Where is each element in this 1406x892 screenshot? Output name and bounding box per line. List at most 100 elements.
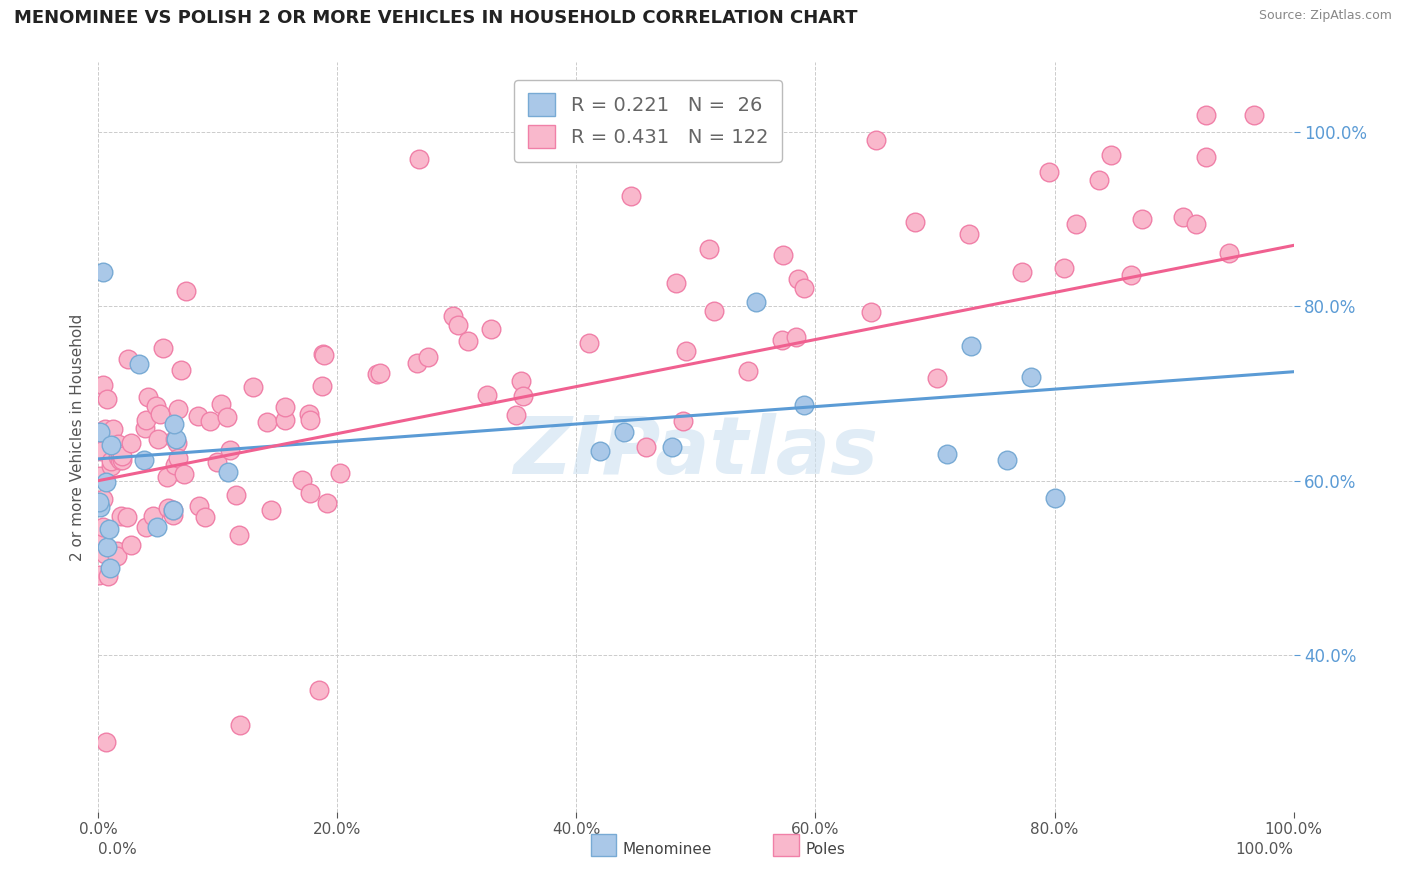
Point xyxy=(96,392,118,406)
Point xyxy=(217,466,239,480)
Y-axis label: 2 or more Vehicles in Household: 2 or more Vehicles in Household xyxy=(69,313,84,561)
Point xyxy=(329,466,352,480)
Point xyxy=(308,682,330,697)
Point xyxy=(675,343,697,358)
Point xyxy=(298,408,321,422)
Point xyxy=(703,303,725,318)
Point xyxy=(91,378,114,392)
Point xyxy=(1218,245,1240,260)
Point xyxy=(97,569,120,583)
Point xyxy=(98,561,121,575)
Point xyxy=(100,458,122,473)
Point xyxy=(96,735,118,749)
Point xyxy=(209,397,232,411)
Point xyxy=(620,189,643,203)
Point xyxy=(447,318,470,333)
Point xyxy=(107,450,129,465)
Point xyxy=(793,280,815,294)
Point xyxy=(166,435,188,450)
Point xyxy=(242,380,264,394)
Point xyxy=(291,473,314,487)
Legend: R = 0.221   N =  26, R = 0.431   N = 122: R = 0.221 N = 26, R = 0.431 N = 122 xyxy=(515,79,782,161)
Point xyxy=(509,374,531,388)
Point xyxy=(311,379,333,393)
Point xyxy=(787,271,810,285)
Point xyxy=(128,358,150,372)
Point xyxy=(1171,210,1194,224)
Point xyxy=(505,408,527,422)
Point xyxy=(512,388,534,402)
Point xyxy=(903,215,925,229)
Point xyxy=(87,494,110,508)
Text: Poles: Poles xyxy=(806,842,845,856)
Text: Menominee: Menominee xyxy=(623,842,713,856)
Point xyxy=(162,503,184,517)
Point xyxy=(97,523,120,537)
Point xyxy=(152,341,174,355)
Point xyxy=(737,364,759,378)
Point xyxy=(457,334,479,349)
Point xyxy=(960,339,983,353)
Point xyxy=(173,467,195,481)
Point xyxy=(1019,370,1042,384)
Text: Source: ZipAtlas.com: Source: ZipAtlas.com xyxy=(1258,9,1392,22)
Point xyxy=(1243,108,1265,122)
Point xyxy=(165,432,187,446)
Point xyxy=(89,500,111,515)
Point xyxy=(925,371,948,385)
Point xyxy=(1038,165,1060,179)
Point xyxy=(96,541,118,555)
Point xyxy=(162,508,184,522)
Point xyxy=(634,440,657,454)
Point xyxy=(298,486,321,500)
Point xyxy=(1064,217,1087,231)
Point xyxy=(613,425,636,439)
Point xyxy=(135,413,157,427)
Point xyxy=(145,520,167,534)
Point xyxy=(274,413,297,427)
Point xyxy=(1053,261,1076,276)
Point xyxy=(1184,218,1206,232)
Point xyxy=(1099,147,1122,161)
Point xyxy=(671,414,693,428)
Point xyxy=(91,264,114,278)
Point xyxy=(589,444,612,458)
Point xyxy=(110,453,132,467)
Point xyxy=(135,520,157,534)
Point xyxy=(745,295,768,310)
Point xyxy=(117,351,139,366)
Point xyxy=(1011,265,1033,279)
Point xyxy=(90,529,112,543)
Point xyxy=(163,458,186,472)
Point xyxy=(107,436,129,450)
Point xyxy=(416,350,439,364)
Point xyxy=(120,537,142,551)
Point xyxy=(366,367,388,381)
Point xyxy=(1043,491,1066,506)
Point xyxy=(89,538,111,552)
Point xyxy=(91,520,114,534)
Point xyxy=(174,284,197,298)
Point xyxy=(166,451,188,466)
Point xyxy=(697,243,720,257)
Point xyxy=(936,447,959,461)
Point xyxy=(256,415,278,429)
Point xyxy=(1195,150,1218,164)
Point xyxy=(110,446,132,460)
Point xyxy=(149,407,172,421)
Point xyxy=(860,305,883,319)
Point xyxy=(194,510,217,524)
Point xyxy=(100,454,122,468)
Point xyxy=(91,491,114,506)
Point xyxy=(475,388,498,402)
Point xyxy=(94,422,117,436)
Text: ZIPatlas: ZIPatlas xyxy=(513,413,879,491)
Point xyxy=(156,470,179,484)
Point xyxy=(134,421,156,435)
Point xyxy=(187,409,209,423)
Point xyxy=(793,398,815,412)
Point xyxy=(89,425,111,440)
Point xyxy=(957,227,980,242)
Text: 0.0%: 0.0% xyxy=(98,842,138,856)
Point xyxy=(772,247,794,261)
